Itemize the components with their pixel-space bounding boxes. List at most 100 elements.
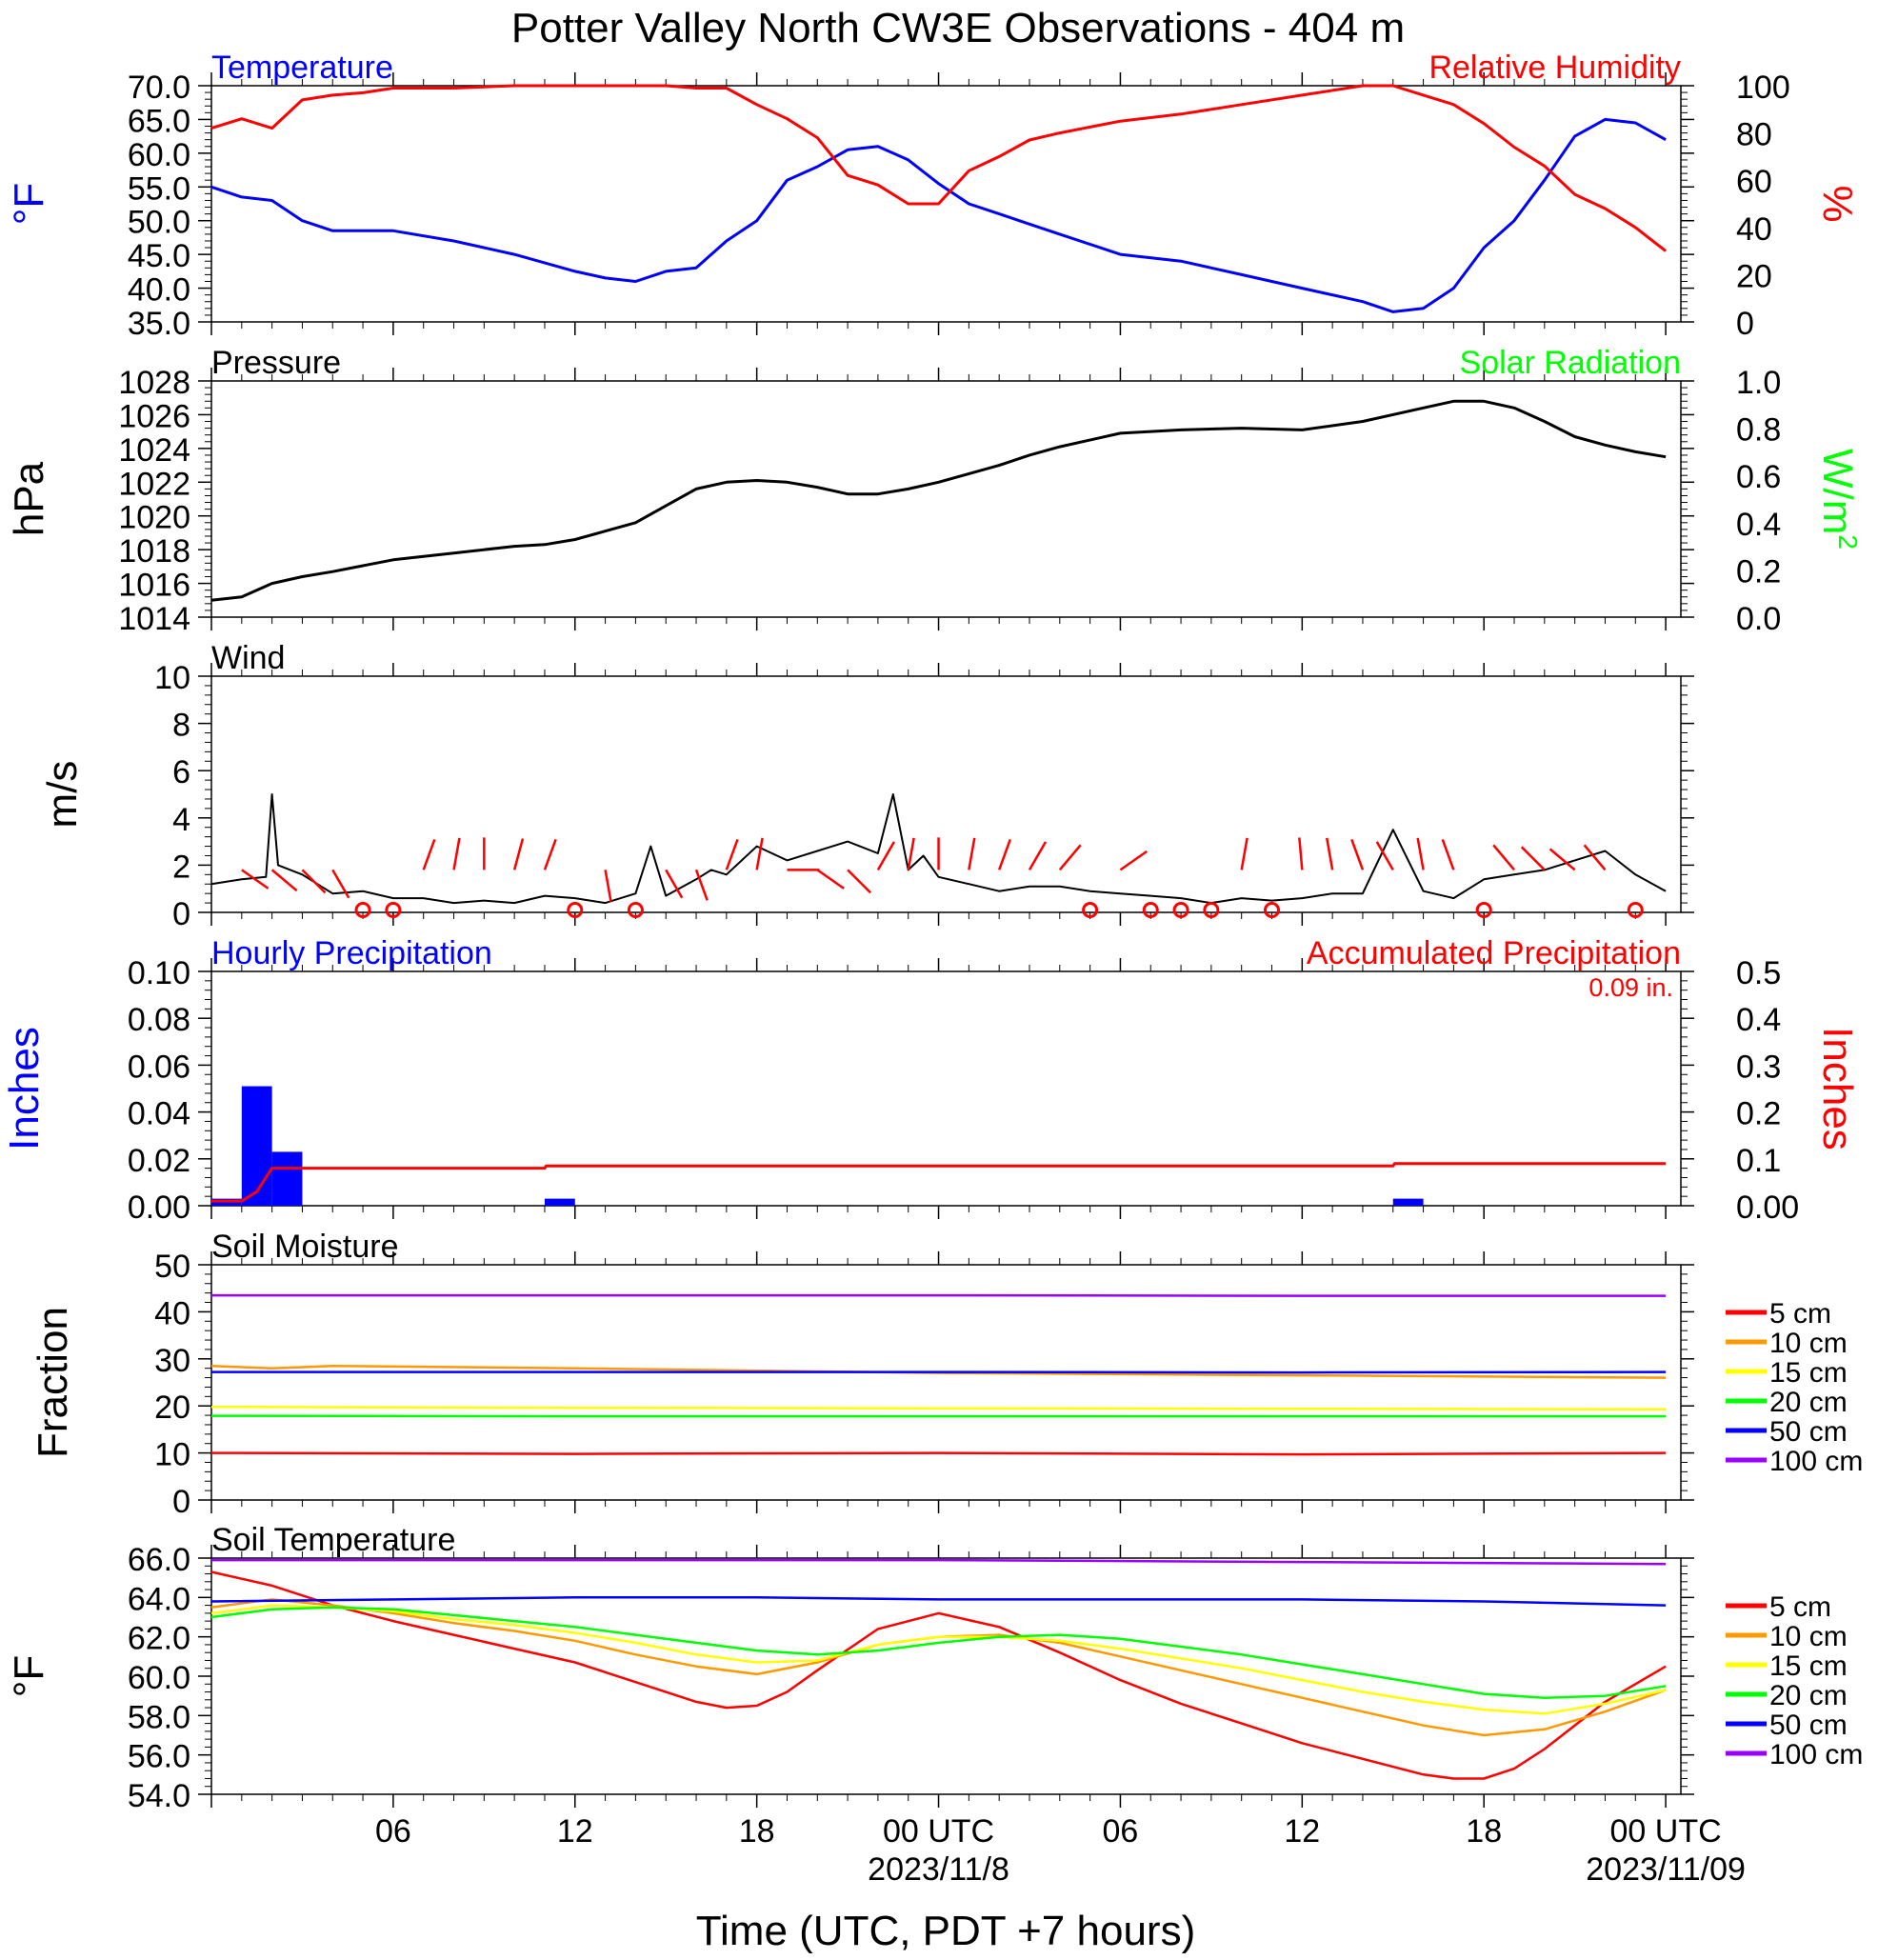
temp-rh-ytick-label-right: 20 <box>1736 258 1772 294</box>
soil-moisture-ytick-label-left: 10 <box>154 1437 190 1473</box>
legend-label: 50 cm <box>1769 1416 1848 1448</box>
temp-rh-ytick-label-left: 70.0 <box>128 70 190 106</box>
series-line-soil-moisture-15cm <box>210 1405 1667 1410</box>
temperature-ylabel: °F <box>6 183 52 225</box>
pressure-frame <box>210 380 1682 618</box>
series-line-soil-moisture-50cm <box>211 1370 1667 1374</box>
wind-barb <box>1492 844 1515 871</box>
wind-barb <box>1028 841 1048 870</box>
precip-ytick-label-right: 0.00 <box>1736 1190 1799 1226</box>
wind-barb <box>270 869 298 892</box>
wind-barb <box>1350 838 1365 870</box>
wind-barb <box>422 838 436 870</box>
wind-ytick-label-left: 4 <box>172 802 190 838</box>
temp-rh-ytick-label-right: 0 <box>1736 306 1754 342</box>
temp-rh-ytick-label-left: 45.0 <box>128 238 190 274</box>
temperature-panel-title: Temperature <box>211 50 393 86</box>
solar-ylabel-base: W/m <box>1814 449 1861 534</box>
pressure-ytick-label-left: 1024 <box>118 432 190 469</box>
rh-ylabel: % <box>1814 185 1861 222</box>
legend-label: 100 cm <box>1769 1446 1863 1477</box>
pressure-ytick-label-left: 1028 <box>118 365 190 401</box>
wind-barb <box>1298 837 1304 870</box>
panels: 70.065.060.055.050.045.040.035.010080604… <box>1 50 1863 1814</box>
accumulated-precip-line <box>211 1162 1667 1203</box>
calm-wind-marker <box>1627 902 1644 919</box>
x-tick-label: 18 <box>1466 1813 1502 1850</box>
soil-temperature-ytick-label-left: 62.0 <box>128 1621 190 1657</box>
series-line-soil-temperature-15cm <box>210 1604 1667 1715</box>
calm-wind-marker <box>627 902 644 919</box>
wind-ytick-label-left: 0 <box>172 896 190 932</box>
precip-ytick-label-left: 0.08 <box>128 1002 190 1038</box>
wind-barb <box>1548 848 1576 871</box>
calm-wind-marker <box>1082 902 1099 919</box>
pressure-ytick-label-left: 1026 <box>118 398 190 434</box>
x-tick-date-label: 2023/11/09 <box>1586 1851 1746 1888</box>
wind-barb <box>847 869 872 894</box>
wind-barb <box>1583 844 1607 871</box>
wind-barb <box>1416 837 1425 870</box>
accum-precip-ylabel: Inches <box>1814 1027 1861 1150</box>
wind-barb <box>1058 844 1082 871</box>
figure-title: Potter Valley North CW3E Observations - … <box>511 5 1405 51</box>
soil-moisture-ytick-label-left: 20 <box>154 1390 190 1426</box>
wind-ytick-label-left: 2 <box>172 849 190 885</box>
x-tick-label: 12 <box>557 1813 593 1850</box>
temp-rh-ytick-label-left: 50.0 <box>128 205 190 241</box>
calm-wind-marker <box>1172 902 1189 919</box>
wind-barb <box>725 838 739 870</box>
wind-barb <box>241 869 270 890</box>
soil-moisture-ytick-label-left: 40 <box>154 1295 190 1331</box>
series-line-temperature <box>210 117 1667 313</box>
accum-precip-title: Accumulated Precipitation <box>1307 935 1681 971</box>
wind-barb <box>604 870 612 903</box>
wind-barb <box>998 838 1011 870</box>
solar-ylabel: W/m2 <box>1814 449 1863 550</box>
legend-label: 50 cm <box>1769 1710 1848 1741</box>
series-line-soil-temperature-5cm <box>210 1570 1667 1780</box>
soil-temperature-ytick-label-left: 54.0 <box>128 1778 190 1814</box>
wind-barb <box>1325 837 1334 870</box>
temp-rh-ytick-label-left: 55.0 <box>128 170 190 207</box>
legend-label: 20 cm <box>1769 1680 1848 1711</box>
wind-barb <box>543 838 557 870</box>
x-tick-label: 00 UTC <box>883 1813 994 1850</box>
calm-wind-marker <box>1142 902 1159 919</box>
wind-barb <box>1441 838 1455 870</box>
series-line-soil-temperature-50cm <box>210 1596 1667 1607</box>
wind-barb <box>301 869 327 894</box>
series-line-soil-moisture-20cm <box>210 1414 1667 1418</box>
wind-panel-title: Wind <box>211 640 285 676</box>
panel-soil-temperature: 66.064.0 62.060.058.0 56.054.0 Soil Tempera… <box>6 1522 1863 1814</box>
precip-bar <box>1392 1198 1424 1206</box>
hourly-precip-title: Hourly Precipitation <box>211 935 492 971</box>
rh-panel-title: Relative Humidity <box>1428 50 1681 86</box>
soil-moisture-frame <box>210 1264 1682 1501</box>
soil-moisture-ytick-label-left: 0 <box>172 1484 190 1520</box>
soil-moisture-ytick-label-left: 50 <box>154 1249 190 1285</box>
wind-barb <box>1375 841 1394 870</box>
precip-ytick-label-right: 0.4 <box>1736 1002 1781 1038</box>
wind-barb <box>665 869 684 899</box>
legend-label: 100 cm <box>1769 1739 1863 1770</box>
x-tick-label: 12 <box>1284 1813 1320 1850</box>
legend-label: 10 cm <box>1769 1328 1848 1359</box>
pressure-ytick-label-right: 0.2 <box>1736 553 1781 590</box>
precip-ytick-label-left: 0.06 <box>128 1049 190 1085</box>
wind-barb <box>452 837 461 870</box>
precip-bar <box>544 1198 575 1206</box>
wind-barb <box>755 837 764 870</box>
legend-label: 5 cm <box>1769 1591 1831 1623</box>
pressure-ytick-label-right: 0.8 <box>1736 412 1781 449</box>
legend-label: 15 cm <box>1769 1650 1848 1682</box>
x-tick-label: 00 UTC <box>1610 1813 1722 1850</box>
series-line-wind-speed <box>210 793 1667 905</box>
soil-temperature-ylabel: °F <box>6 1655 52 1697</box>
pressure-ytick-label-right: 0.4 <box>1736 507 1781 543</box>
wind-barb <box>968 837 976 870</box>
precip-ytick-label-left: 0.10 <box>128 955 190 991</box>
